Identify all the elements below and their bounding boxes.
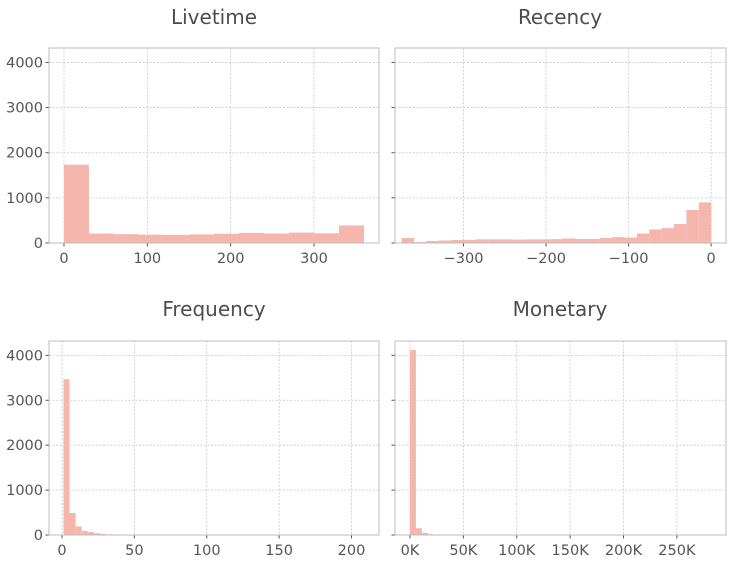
histogram-bar — [64, 164, 89, 243]
histogram-bar — [451, 240, 464, 243]
histogram-bar — [587, 238, 600, 243]
panel-monetary: Monetary 0K 50K 100K 150K 200K 250K — [391, 297, 727, 559]
histogram-bar — [475, 239, 489, 243]
histogram-bar — [89, 233, 114, 243]
histogram-bar — [409, 349, 416, 535]
y-tick-label: 0 — [34, 528, 43, 544]
histogram-bar — [421, 532, 428, 535]
x-tick-label: −100 — [609, 251, 649, 267]
x-tick-label: 50 — [125, 543, 143, 559]
histogram-bar — [500, 239, 514, 243]
histogram-bar — [69, 512, 76, 535]
histogram-bar — [612, 237, 625, 243]
plot-frame — [394, 340, 727, 536]
histogram-bar — [686, 210, 699, 243]
histogram-bar — [438, 240, 452, 243]
histogram-bar — [164, 234, 189, 243]
x-tick-label: 150K — [552, 543, 590, 559]
histogram-bar — [87, 532, 94, 535]
x-tick-label: 0 — [59, 251, 68, 267]
x-tick-label: 0 — [57, 543, 66, 559]
histogram-bar — [599, 238, 613, 243]
x-tick-label: 300 — [300, 251, 328, 267]
histogram-bar — [426, 240, 439, 243]
x-tick-label: −300 — [444, 251, 484, 267]
histogram-bar — [513, 239, 526, 243]
histogram-bar — [550, 239, 563, 243]
x-tick-label: 0K — [401, 543, 420, 559]
x-tick-label: 250K — [658, 543, 696, 559]
histogram-bar — [139, 234, 164, 243]
panel-title-livetime: Livetime — [171, 5, 257, 29]
x-tick-label: 150 — [265, 543, 293, 559]
y-tick-label: 0 — [34, 236, 43, 252]
y-tick-label: 3000 — [6, 393, 43, 409]
histogram-bar — [649, 229, 662, 243]
x-tick-label: 200 — [338, 543, 366, 559]
x-tick-label: 100 — [193, 543, 221, 559]
y-tick-label: 2000 — [6, 438, 43, 454]
y-tick-label: 3000 — [6, 101, 43, 117]
histogram-bar — [537, 239, 551, 243]
histogram-bar — [264, 233, 289, 243]
histogram-bar — [415, 528, 422, 535]
histogram-bar — [339, 225, 364, 243]
histogram-bar — [239, 232, 264, 243]
histogram-bar — [463, 239, 476, 243]
plot-frame — [48, 47, 380, 244]
x-tick-label: 100 — [133, 251, 161, 267]
x-tick-label: −200 — [526, 251, 566, 267]
histogram-bar — [574, 238, 588, 243]
panel-title-recency: Recency — [518, 5, 602, 29]
panel-title-monetary: Monetary — [513, 297, 608, 321]
plot-frame — [48, 340, 380, 536]
x-tick-label: 0 — [707, 251, 716, 267]
histogram-bar — [81, 530, 88, 535]
histogram-bar — [401, 238, 414, 243]
x-tick-label: 100K — [498, 543, 536, 559]
histogram-bar — [314, 233, 339, 243]
histogram-bar — [93, 533, 100, 535]
panel-title-frequency: Frequency — [162, 297, 265, 321]
histogram-bar — [214, 233, 239, 243]
histogram-bar — [99, 533, 107, 535]
plot-frame — [394, 47, 727, 244]
histogram-bar — [189, 234, 214, 243]
x-tick-label: 200 — [217, 251, 245, 267]
y-tick-label: 2000 — [6, 146, 43, 162]
histogram-bar — [624, 237, 637, 243]
histogram-bar — [63, 379, 70, 535]
histogram-bar — [488, 239, 501, 243]
histogram-bar — [289, 232, 314, 243]
histogram-bar — [525, 239, 538, 243]
panel-recency: Recency −300 −200 −100 0 — [391, 5, 727, 267]
y-tick-label: 1000 — [6, 191, 43, 207]
y-tick-label: 4000 — [6, 348, 43, 364]
histogram-bar — [636, 233, 650, 243]
x-tick-label: 50K — [449, 543, 477, 559]
histogram-bar — [698, 202, 712, 243]
histogram-bar — [75, 526, 82, 535]
y-tick-label: 1000 — [6, 483, 43, 499]
histogram-bar — [673, 224, 687, 243]
x-tick-label: 200K — [605, 543, 643, 559]
histogram-bar — [114, 234, 139, 243]
histogram-bar — [562, 238, 575, 243]
histogram-bar — [661, 228, 674, 243]
y-tick-label: 4000 — [6, 55, 43, 71]
